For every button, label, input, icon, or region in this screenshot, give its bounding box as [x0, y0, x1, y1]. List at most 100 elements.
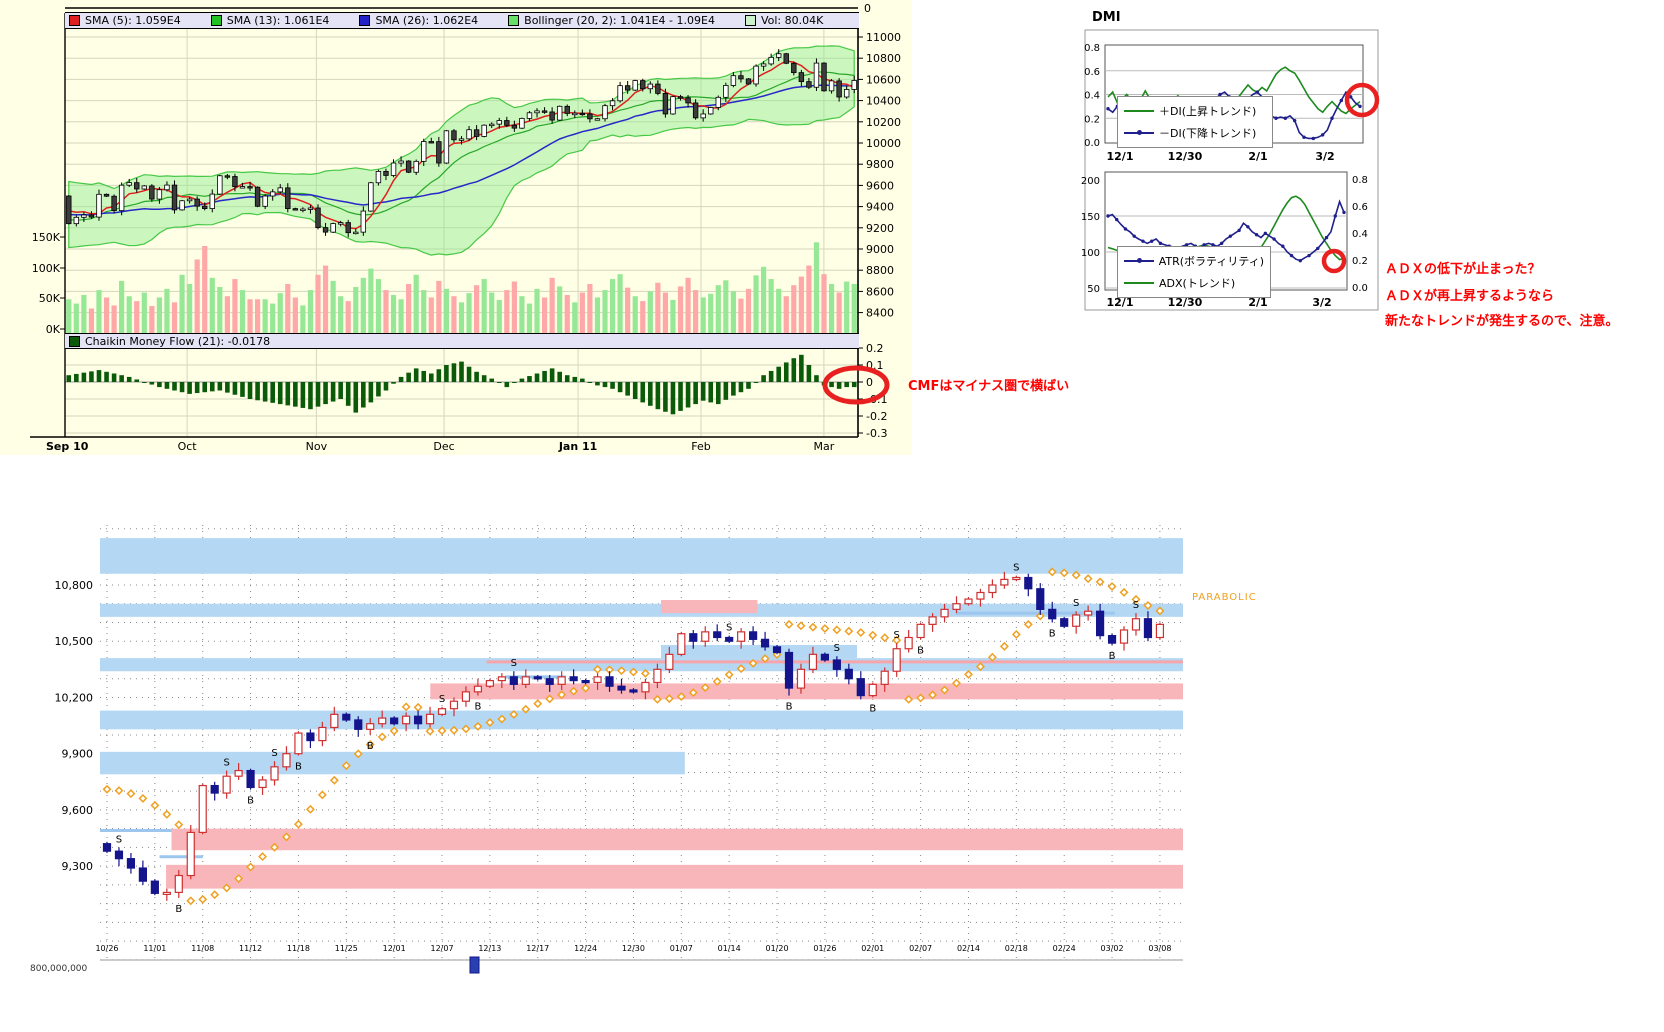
candlestick	[760, 63, 767, 67]
minus-di-marker	[1330, 116, 1334, 120]
candlestick	[594, 118, 601, 121]
cmf-bar	[262, 382, 268, 402]
candlestick	[760, 638, 770, 648]
cmf-bar	[587, 382, 593, 383]
cmf-bar	[391, 382, 396, 384]
candlestick	[156, 189, 163, 200]
candlestick	[579, 112, 586, 116]
candlestick	[880, 670, 889, 685]
sar-dot	[1059, 568, 1069, 578]
volume-axis-label: 150K	[32, 231, 61, 244]
cmf-bar	[179, 382, 185, 393]
blue-zone-band	[100, 658, 1183, 672]
candlestick	[964, 598, 973, 605]
candlestick	[617, 685, 626, 691]
sell-signal-label: S	[1073, 598, 1079, 609]
candlestick	[202, 205, 208, 210]
candlestick	[209, 193, 215, 210]
sar-dot	[389, 726, 399, 736]
price-axis-label: 9,600	[62, 804, 94, 817]
atr-legend-label: ATR(ボラティリティ)	[1158, 255, 1264, 268]
indicator-legend-bar: SMA (5): 1.059E4 SMA (13): 1.061E4 SMA (…	[65, 12, 859, 29]
candlestick	[318, 726, 327, 742]
cmf-bar	[738, 382, 744, 393]
candlestick	[738, 75, 744, 80]
sar-dot	[1035, 611, 1045, 621]
volume-bar	[783, 296, 789, 333]
atr-x-label: 3/2	[1312, 296, 1331, 309]
volume-bar	[277, 293, 283, 333]
price-axis-label: 10600	[866, 73, 901, 86]
volume-bar	[481, 279, 487, 333]
volume-bar	[141, 292, 147, 333]
candlestick	[345, 222, 351, 234]
candlestick	[262, 195, 268, 207]
sar-dot	[150, 800, 160, 810]
volume-bar	[504, 290, 510, 333]
cmf-bar	[74, 373, 79, 382]
sar-dot	[449, 725, 459, 735]
candlestick	[776, 53, 782, 58]
cmf-bar	[232, 382, 238, 395]
minus-di-marker	[1339, 98, 1344, 103]
legend-sma13-label: SMA (13): 1.061E4	[226, 14, 330, 27]
candlestick	[198, 784, 207, 834]
volume-bar	[526, 303, 533, 333]
cmf-bar	[353, 382, 359, 413]
candlestick	[1000, 578, 1009, 586]
volume-bar	[632, 296, 638, 333]
candlestick	[405, 160, 412, 173]
buy-signal-label: B	[247, 795, 254, 806]
sar-dot	[628, 667, 638, 677]
volume-bar	[685, 277, 691, 333]
sar-dot	[437, 726, 447, 736]
candlestick	[856, 678, 865, 697]
sar-dot	[1107, 582, 1117, 591]
price-axis-label: 10,200	[55, 691, 94, 704]
volume-bar	[300, 305, 306, 333]
sar-dot	[186, 896, 196, 906]
candlestick	[66, 195, 72, 225]
candlestick	[662, 92, 669, 115]
blue-zone-band	[100, 751, 685, 775]
sar-dot	[102, 784, 112, 794]
cmf-bar	[731, 382, 736, 396]
volume-bar	[254, 299, 261, 333]
main-chart-panel: 11000 10800 10600 10400 10200 10000 9800 9600 94…	[0, 0, 1069, 458]
volume-bar	[836, 292, 842, 333]
cmf-header-label: Chaikin Money Flow (21): -0.0178	[85, 334, 271, 348]
volume-bar	[209, 277, 215, 333]
candlestick	[150, 880, 159, 894]
candlestick	[179, 200, 185, 211]
volume-bar	[534, 288, 540, 333]
candlestick	[843, 89, 850, 98]
minus-di-marker	[1358, 104, 1362, 109]
bollinger-swatch-icon	[508, 15, 520, 26]
sar-dot	[413, 702, 423, 712]
sar-dot	[329, 775, 339, 785]
cmf-bar	[466, 366, 472, 382]
sar-dot	[640, 668, 650, 678]
candlestick	[354, 719, 363, 730]
sar-dot	[760, 654, 770, 664]
candlestick	[605, 676, 614, 687]
date-label: 01/20	[766, 944, 789, 953]
volume-bar	[753, 275, 759, 333]
adx-legend-row: ADX(トレンド)	[1124, 274, 1264, 293]
cmf-bar	[829, 382, 834, 388]
candlestick	[806, 81, 812, 88]
date-label: 11/08	[191, 944, 214, 953]
cmf-bar	[338, 382, 343, 399]
volume-bar	[511, 281, 517, 333]
cmf-bar	[715, 382, 721, 405]
sar-dot	[114, 786, 124, 796]
candlestick	[700, 113, 706, 119]
candlestick	[437, 708, 447, 715]
candlestick	[232, 176, 238, 188]
candlestick	[141, 185, 147, 190]
atr-line-icon	[1124, 258, 1154, 263]
atr-marker	[1272, 237, 1276, 241]
sar-dot	[617, 666, 626, 676]
parabolic-series-label: PARABOLIC	[1192, 592, 1257, 603]
date-label: 12/30	[622, 944, 645, 953]
